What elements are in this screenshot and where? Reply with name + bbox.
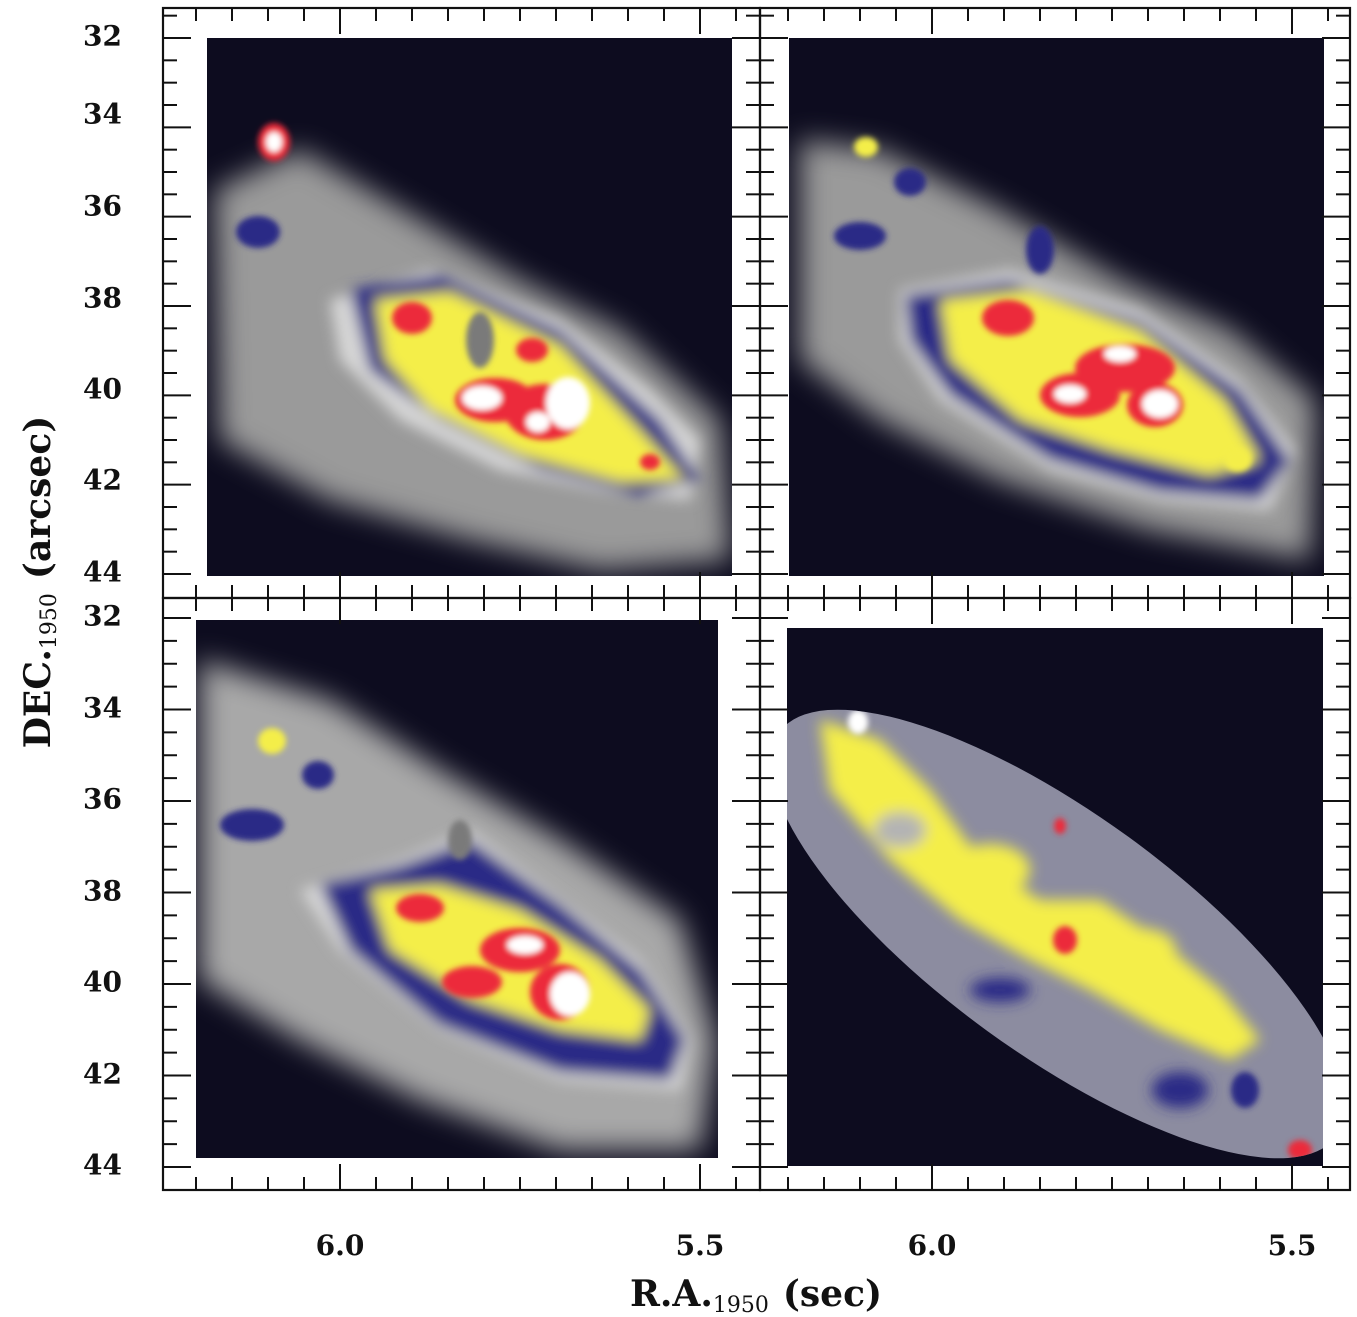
y-tick-label: 38 [83,875,122,908]
y-tick-label: 32 [83,600,122,633]
knot [220,809,284,841]
panel-bottom-right [787,628,1323,1166]
hotspot [442,966,502,998]
hole [466,312,494,368]
emission-patch [1104,928,1176,972]
knot [1231,1072,1259,1108]
peak [1104,346,1136,362]
y-tick-label: 42 [83,464,122,497]
peak [848,710,868,734]
peak [462,386,502,410]
x-tick-labels: 6.0 5.5 6.0 5.5 [316,1229,1317,1262]
peak [546,377,590,429]
compact-source [258,728,286,754]
peak [1054,385,1086,403]
hotspot [392,302,432,334]
knot [302,761,334,789]
emission-patch [874,812,926,848]
emission-patch [820,720,1260,1060]
y-tick-label: 44 [83,556,122,589]
y-tick-label: 32 [83,20,122,53]
x-tick-label: 5.5 [1268,1229,1317,1262]
peak [1142,390,1178,418]
compact-source [854,137,878,157]
knot [1026,226,1054,274]
knot [834,222,886,250]
x-tick-label: 6.0 [316,1229,365,1262]
peak [507,936,543,954]
y-tick-label: 40 [83,966,122,999]
y-tick-label: 36 [83,190,122,223]
y-tick-label: 34 [83,98,122,131]
compact-source-core [266,132,282,152]
y-axis-label: DEC.1950(arcsec) [17,416,62,749]
emission-patch [1152,1072,1208,1108]
peak [526,412,550,432]
hotspot [1053,926,1077,954]
knot [640,454,660,470]
knot [1224,448,1252,472]
y-tick-label: 42 [83,1058,122,1091]
panel-bottom-left [196,620,718,1158]
hotspot [1288,1140,1312,1160]
y-tick-label: 40 [83,373,122,406]
x-tick-label: 6.0 [908,1229,957,1262]
y-tick-labels-bottom: 32 34 36 38 40 42 44 [83,600,122,1182]
y-tick-label: 36 [83,783,122,816]
y-tick-label: 34 [83,692,122,725]
emission-patch [970,978,1030,1002]
peak [550,972,590,1016]
tick-marks [163,8,1350,1190]
y-tick-label: 44 [83,1149,122,1182]
knot [894,168,926,196]
x-axis-label: R.A.1950 (sec) [630,1273,882,1317]
frames [161,6,1352,1192]
hotspot [982,300,1034,336]
y-tick-labels-top: 32 34 36 38 40 42 44 [83,20,122,589]
knot [236,216,280,248]
panel-top-right [789,38,1324,576]
knot [448,820,472,860]
hotspot [396,894,444,922]
x-tick-label: 5.5 [676,1229,725,1262]
hotspot [516,338,548,362]
emission-patch [950,844,1030,896]
panel-top-left [207,38,732,576]
hotspot [1054,818,1066,834]
y-tick-label: 38 [83,282,122,315]
frame-bottom-right [758,596,1352,1192]
